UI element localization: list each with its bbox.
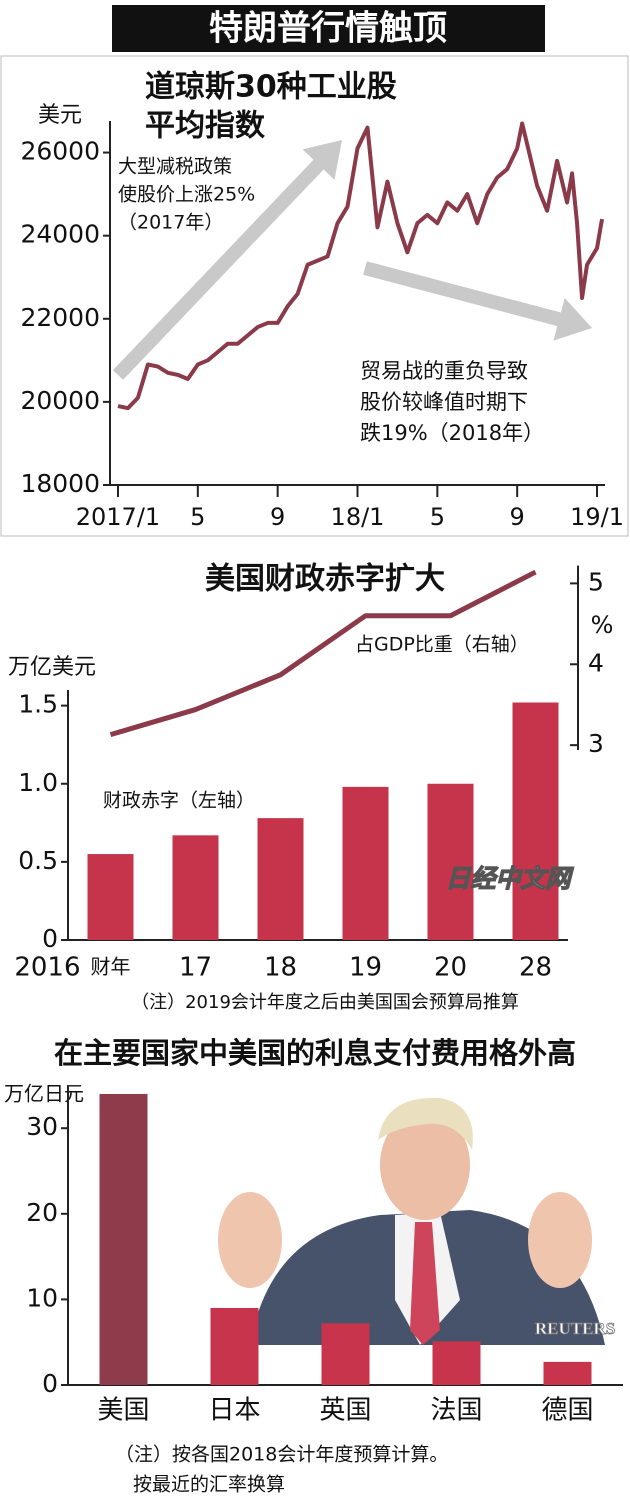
bar xyxy=(432,1341,481,1385)
watermark: 日经中文网 xyxy=(445,864,574,893)
right-hand xyxy=(528,1192,592,1288)
y2-tick-label: 4 xyxy=(588,648,604,677)
y-tick-label: 20000 xyxy=(20,386,100,415)
y-tick-label: 10 xyxy=(26,1283,58,1312)
bar xyxy=(99,1093,148,1385)
x-tick-label: 18/1 xyxy=(331,503,385,531)
y2-axis-label: % xyxy=(591,611,614,639)
arrow xyxy=(112,140,343,380)
y-tick-label: 26000 xyxy=(20,137,100,166)
y-tick-label: 0.5 xyxy=(18,846,58,875)
x-tick-label: 28 xyxy=(519,953,552,983)
annotation: （2017年） xyxy=(118,212,223,234)
y-tick-label: 22000 xyxy=(20,303,100,332)
y-tick-label: 1.5 xyxy=(18,690,58,719)
x-tick-label: 19/1 xyxy=(570,503,624,531)
chart-title: 美国财政赤字扩大 xyxy=(205,562,445,597)
y-tick-label: 0 xyxy=(42,1369,58,1398)
y-tick-label: 1.0 xyxy=(18,768,58,797)
data-line xyxy=(117,121,604,411)
bar xyxy=(87,854,134,940)
bar xyxy=(342,786,389,940)
x-tick-label: 法国 xyxy=(430,1396,482,1426)
x-tick-label: 19 xyxy=(349,953,382,983)
x-tick-label: 17 xyxy=(179,953,212,983)
x-tick-label: 9 xyxy=(510,503,525,531)
bar xyxy=(543,1361,592,1385)
x-tick-label: 2017/1 xyxy=(76,503,160,531)
face xyxy=(380,1110,470,1220)
x-tick-label: 英国 xyxy=(319,1396,371,1426)
annotation: 股价较峰值时期下 xyxy=(360,390,528,414)
x-tick-label: 9 xyxy=(270,503,285,531)
data-line xyxy=(109,569,537,738)
series-label: 财政赤字（左轴） xyxy=(103,790,255,812)
annotation: 使股价上涨25% xyxy=(118,184,255,206)
bar xyxy=(210,1307,259,1385)
x-tick-label: 德国 xyxy=(541,1396,593,1426)
chart-title: 平均指数 xyxy=(145,109,266,144)
photo-credit: REUTERS xyxy=(535,1319,615,1338)
x-tick-label: 日本 xyxy=(208,1396,260,1426)
note: 按最近的汇率换算 xyxy=(133,1474,285,1496)
x-tick-label: 2016 xyxy=(14,953,80,983)
y-axis-label: 美元 xyxy=(38,103,82,128)
category-note: 财年 xyxy=(91,955,131,979)
x-tick-label: 20 xyxy=(434,953,467,983)
y-tick-label: 18000 xyxy=(20,469,100,498)
chart-frame xyxy=(0,55,629,537)
y2-tick-label: 5 xyxy=(588,567,604,596)
y-tick-label: 20 xyxy=(26,1198,58,1227)
annotation: 贸易战的重负导致 xyxy=(360,359,528,383)
bar xyxy=(172,835,219,940)
y-tick-label: 30 xyxy=(26,1112,58,1141)
photo-figure xyxy=(218,1097,605,1345)
y-tick-label: 24000 xyxy=(20,220,100,249)
bar xyxy=(257,818,304,940)
header-title: 特朗普行情触顶 xyxy=(209,9,447,49)
hair xyxy=(378,1097,473,1150)
x-tick-label: 18 xyxy=(264,953,297,983)
bar xyxy=(512,702,559,940)
bar xyxy=(321,1323,370,1385)
tie xyxy=(410,1222,440,1345)
note: （注）2019会计年度之后由美国国会预算局推算 xyxy=(131,992,519,1013)
arrow xyxy=(363,261,592,341)
y-tick-label: 0 xyxy=(42,924,58,953)
x-tick-label: 5 xyxy=(430,503,445,531)
chart-title: 道琼斯30种工业股 xyxy=(145,70,397,105)
y2-tick-label: 3 xyxy=(588,729,604,758)
y-axis-label: 万亿日元 xyxy=(4,1082,84,1106)
x-tick-label: 5 xyxy=(190,503,205,531)
y-axis-label: 万亿美元 xyxy=(8,655,96,680)
left-hand xyxy=(218,1192,282,1288)
series-label: 占GDP比重（右轴） xyxy=(355,634,529,656)
bar xyxy=(427,783,474,940)
header-bar xyxy=(112,5,545,52)
annotation: 跌19%（2018年） xyxy=(360,421,544,445)
annotation: 大型减税政策 xyxy=(118,156,232,178)
x-tick-label: 美国 xyxy=(97,1396,149,1426)
chart-title: 在主要国家中美国的利息支付费用格外高 xyxy=(54,1036,576,1070)
note: （注）按各国2018会计年度预算计算。 xyxy=(115,1444,448,1466)
